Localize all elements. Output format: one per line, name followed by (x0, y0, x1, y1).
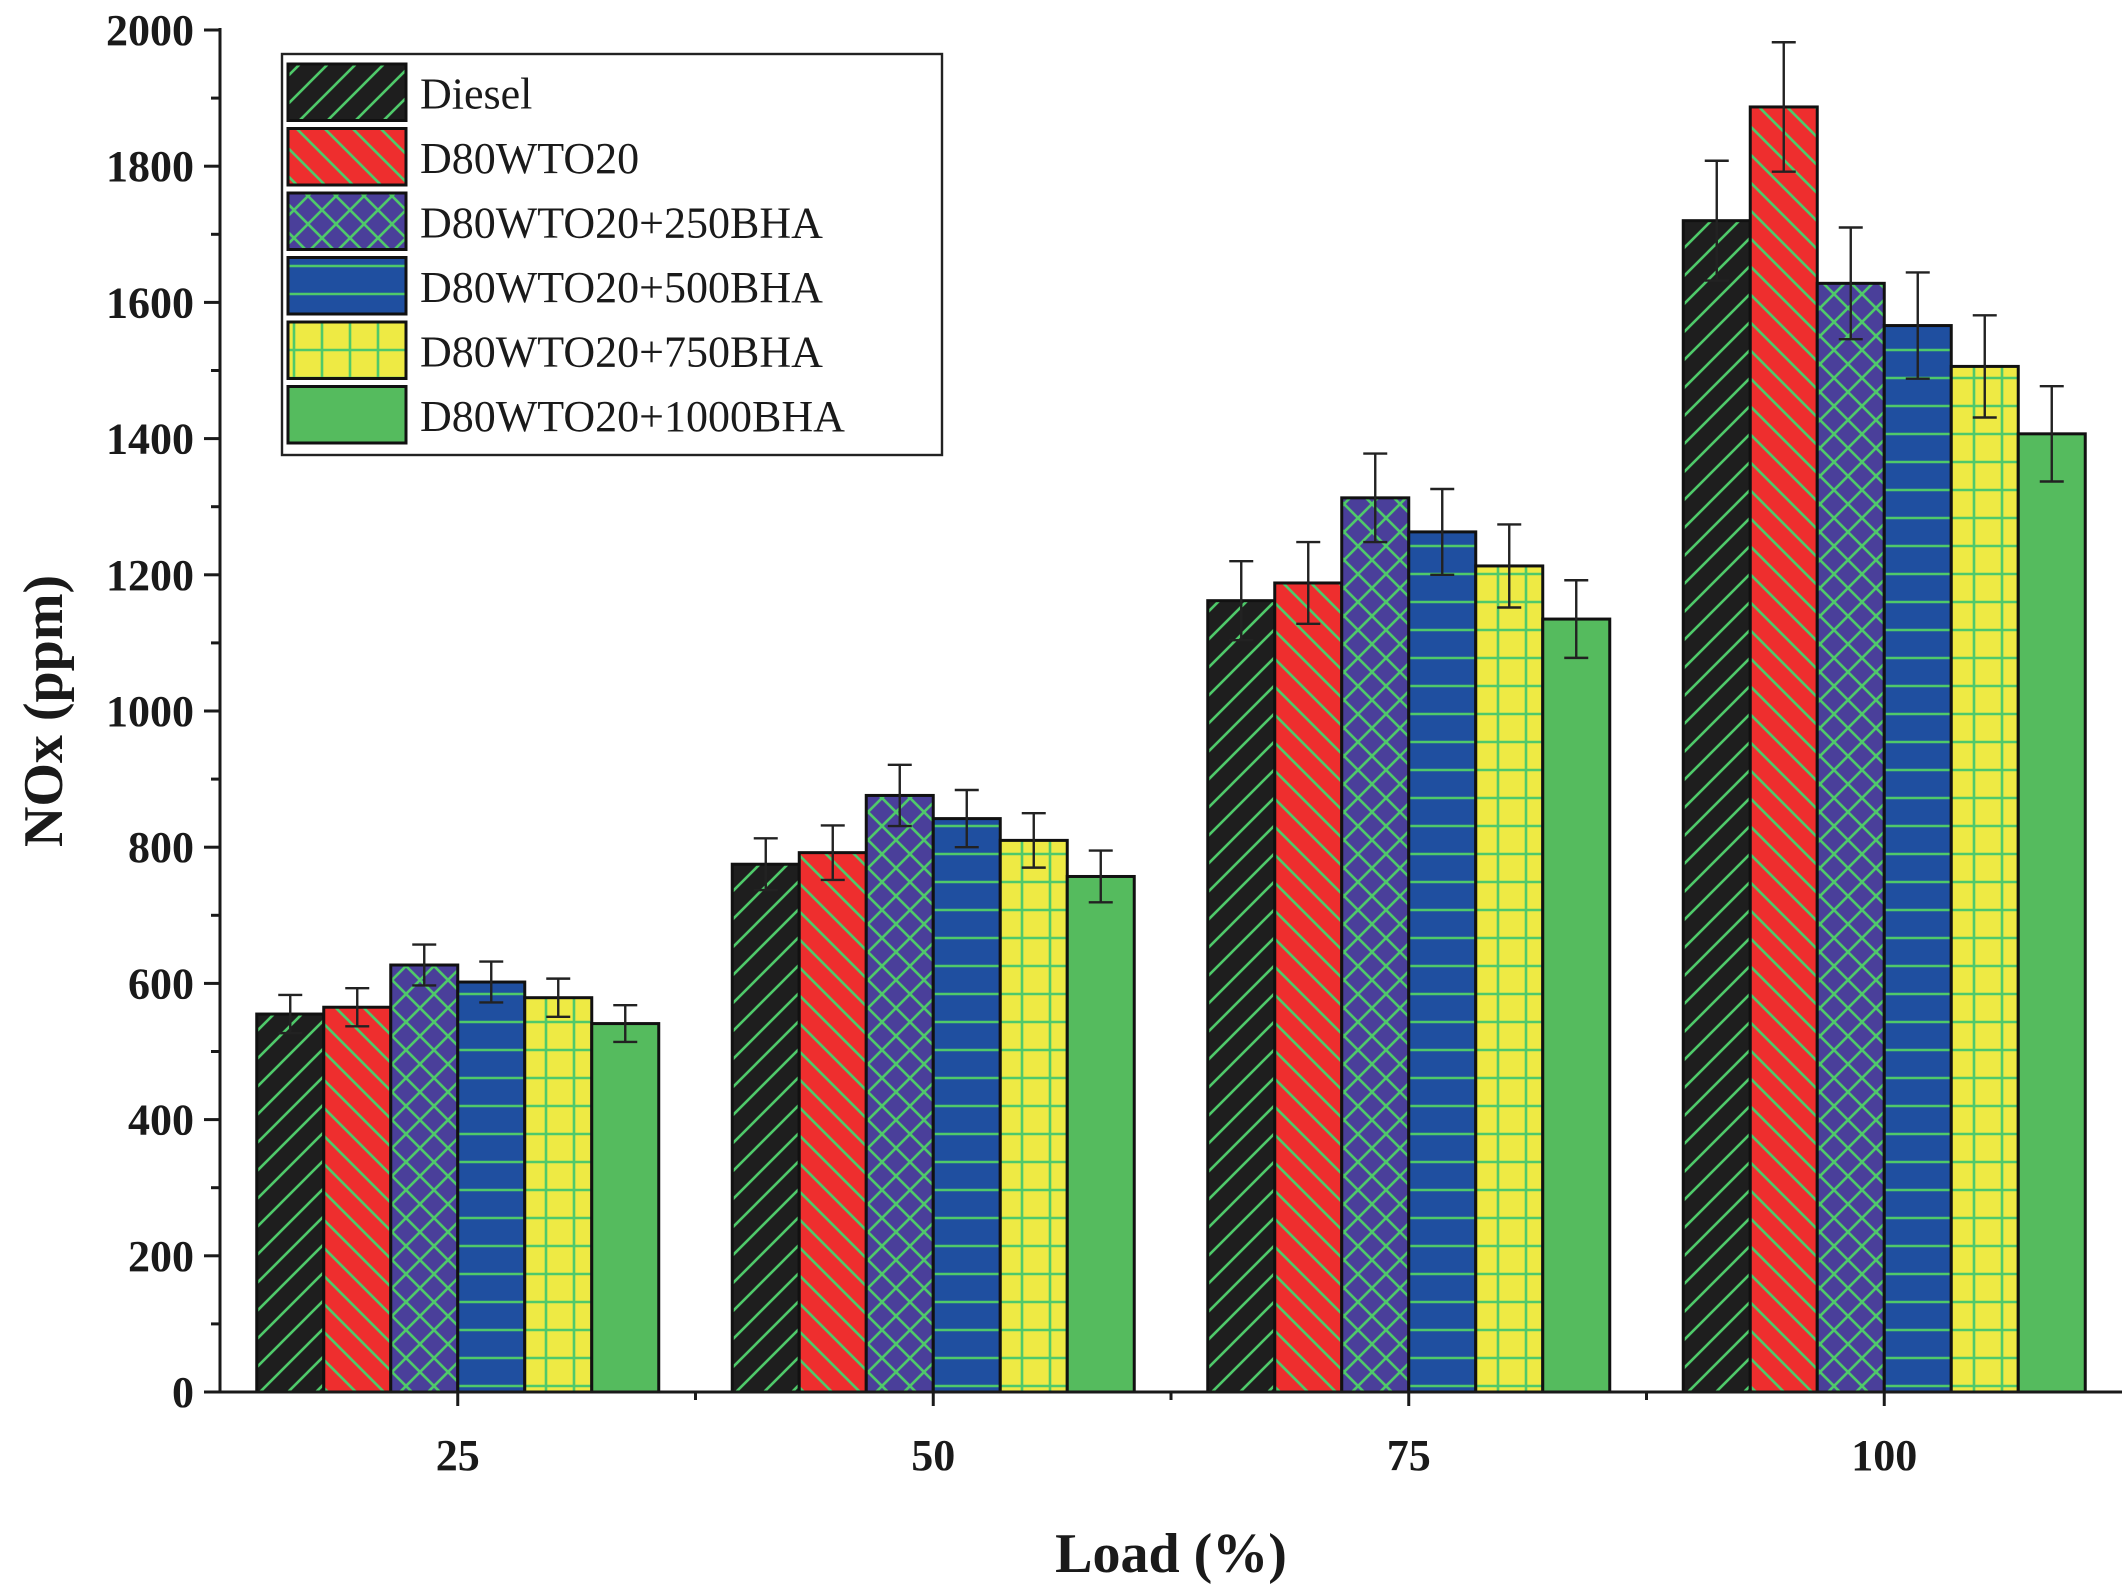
bar-d80wto20-250bha-load-25 (389, 963, 460, 1394)
bar-d80wto20-1000bha-load-75 (1541, 617, 1612, 1394)
bars-layer (255, 105, 2087, 1394)
legend-swatch-d80wto20-250bha (286, 191, 408, 251)
bar-diesel-load-25 (255, 1012, 326, 1394)
error-bar-d80wto20-1000bha-load-75 (1564, 579, 1589, 660)
bar-d80wto20-load-100 (1748, 105, 1819, 1394)
error-bars-layer (278, 41, 2064, 1044)
legend-swatch-d80wto20 (286, 127, 408, 187)
y-tick-label-1000: 1000 (106, 687, 194, 736)
bar-d80wto20-1000bha-load-50 (1065, 874, 1136, 1394)
error-bar-d80wto20-500bha-load-25 (479, 960, 504, 1004)
error-bar-d80wto20-250bha-load-75 (1363, 452, 1388, 544)
legend-swatch-diesel (286, 62, 408, 122)
legend-label-d80wto20: D80WTO20 (420, 134, 639, 183)
bar-d80wto20-1000bha-load-100 (2016, 432, 2087, 1394)
x-tick-label-25: 25 (436, 1431, 480, 1480)
y-tick-label-400: 400 (128, 1096, 194, 1145)
bar-d80wto20-1000bha-load-25 (590, 1022, 661, 1394)
legend: Diesel D80WTO20 D80WTO20+250BHA D80WTO20+50… (280, 52, 944, 457)
bar-d80wto20-load-50 (797, 851, 868, 1394)
y-axis-title: NOx (ppm) (13, 575, 75, 847)
legend-swatch-d80wto20-1000bha (286, 385, 408, 445)
y-tick-label-600: 600 (128, 959, 194, 1008)
legend-swatch-d80wto20-750bha (286, 320, 408, 380)
error-bar-d80wto20-750bha-load-100 (1972, 314, 1997, 419)
legend-label-d80wto20-250bha: D80WTO20+250BHA (420, 198, 823, 247)
bar-d80wto20-load-25 (322, 1005, 393, 1394)
y-tick-label-800: 800 (128, 823, 194, 872)
error-bar-d80wto20-1000bha-load-100 (2039, 384, 2064, 483)
y-tick-label-1600: 1600 (106, 278, 194, 327)
y-tick-label-1200: 1200 (106, 551, 194, 600)
bar-d80wto20-750bha-load-100 (1949, 364, 2020, 1394)
error-bar-d80wto20-load-25 (345, 986, 370, 1028)
x-tick-label-100: 100 (1851, 1431, 1917, 1480)
error-bar-diesel-load-100 (1704, 159, 1729, 282)
error-bar-d80wto20-750bha-load-75 (1497, 523, 1522, 609)
error-bar-d80wto20-500bha-load-50 (954, 788, 979, 849)
legend-label-diesel: Diesel (420, 69, 532, 118)
error-bar-d80wto20-500bha-load-75 (1430, 487, 1455, 576)
bar-diesel-load-50 (730, 862, 801, 1394)
bar-d80wto20-250bha-load-75 (1340, 496, 1411, 1394)
bar-d80wto20-750bha-load-25 (523, 996, 594, 1394)
x-tick-label-75: 75 (1387, 1431, 1431, 1480)
error-bar-diesel-load-50 (753, 837, 778, 892)
x-tick-label-50: 50 (911, 1431, 955, 1480)
bar-d80wto20-500bha-load-75 (1407, 530, 1478, 1394)
legend-label-d80wto20-500bha: D80WTO20+500BHA (420, 263, 823, 312)
error-bar-d80wto20-load-75 (1296, 540, 1321, 626)
bar-d80wto20-250bha-load-50 (864, 793, 935, 1394)
x-axis-title: Load (%) (1055, 1523, 1287, 1585)
bar-d80wto20-750bha-load-75 (1474, 564, 1545, 1394)
axes: 0 200 400 600 800 1000 1200 1400 1600 1800 2000 25 5… (106, 6, 2122, 1480)
legend-label-d80wto20-1000bha: D80WTO20+1000BHA (420, 392, 845, 441)
error-bar-d80wto20-1000bha-load-50 (1088, 849, 1113, 904)
y-tick-label-1400: 1400 (106, 415, 194, 464)
y-tick-label-1800: 1800 (106, 142, 194, 191)
error-bar-diesel-load-25 (278, 993, 303, 1035)
error-bar-d80wto20-750bha-load-25 (546, 977, 571, 1018)
bar-d80wto20-250bha-load-100 (1815, 281, 1886, 1394)
error-bar-d80wto20-load-50 (820, 824, 845, 882)
error-bar-d80wto20-750bha-load-50 (1021, 811, 1046, 869)
error-bar-d80wto20-250bha-load-25 (412, 943, 437, 987)
error-bar-d80wto20-500bha-load-100 (1905, 271, 1930, 380)
legend-swatch-d80wto20-500bha (286, 256, 408, 316)
error-bar-d80wto20-load-100 (1771, 41, 1796, 173)
y-tick-label-2000: 2000 (106, 6, 194, 55)
bar-diesel-load-75 (1206, 599, 1277, 1394)
error-bar-d80wto20-250bha-load-50 (887, 763, 912, 828)
y-tick-label-200: 200 (128, 1232, 194, 1281)
bar-diesel-load-100 (1681, 219, 1752, 1394)
legend-label-d80wto20-750bha: D80WTO20+750BHA (420, 327, 823, 376)
bar-d80wto20-500bha-load-25 (456, 980, 527, 1394)
y-tick-label-0: 0 (172, 1368, 194, 1417)
bar-d80wto20-load-75 (1273, 581, 1344, 1394)
bar-d80wto20-500bha-load-100 (1882, 324, 1953, 1394)
bar-d80wto20-500bha-load-50 (931, 817, 1002, 1394)
error-bar-d80wto20-1000bha-load-25 (613, 1003, 638, 1044)
error-bar-diesel-load-75 (1229, 559, 1254, 642)
error-bar-d80wto20-250bha-load-100 (1838, 226, 1863, 341)
bar-d80wto20-750bha-load-50 (998, 838, 1069, 1394)
